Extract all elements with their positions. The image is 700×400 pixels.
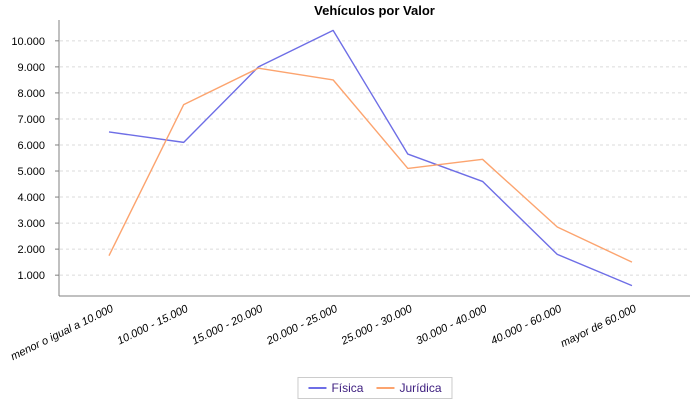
x-tick-label: menor o igual a 10.000 — [9, 303, 116, 363]
y-tick-label: 2.000 — [17, 244, 45, 256]
x-tick-label: mayor de 60.000 — [559, 303, 639, 350]
y-tick-label: 5.000 — [17, 166, 45, 178]
x-tick-label: 25.000 - 30.000 — [339, 303, 415, 348]
legend-label-juridica: Jurídica — [399, 381, 442, 395]
legend-item-fisica: Física — [308, 381, 363, 395]
juridica-line-swatch — [376, 387, 395, 389]
y-tick-label: 4.000 — [17, 192, 45, 204]
y-tick-label: 6.000 — [17, 140, 45, 152]
legend-item-juridica: Jurídica — [376, 381, 442, 395]
y-tick-label: 7.000 — [17, 114, 45, 126]
series-line-fisica — [108, 29, 633, 287]
legend: Física Jurídica — [297, 377, 453, 399]
x-tick-label: 15.000 - 20.000 — [190, 303, 265, 348]
series-line-juridica — [108, 67, 633, 263]
y-tick-label: 3.000 — [17, 218, 45, 230]
x-tick-label: 30.000 - 40.000 — [414, 303, 489, 348]
chart-title: Vehículos por Valor — [314, 3, 435, 18]
y-tick-label: 10.000 — [11, 36, 45, 48]
y-tick-label: 8.000 — [17, 88, 45, 100]
y-tick-label: 9.000 — [17, 62, 45, 74]
legend-label-fisica: Física — [331, 381, 364, 395]
x-tick-label: 10.000 - 15.000 — [115, 303, 190, 348]
fisica-line-swatch — [308, 387, 327, 389]
x-tick-label: 20.000 - 25.000 — [264, 303, 340, 348]
x-tick-label: 40.000 - 60.000 — [489, 303, 564, 348]
y-tick-label: 1.000 — [17, 270, 45, 282]
